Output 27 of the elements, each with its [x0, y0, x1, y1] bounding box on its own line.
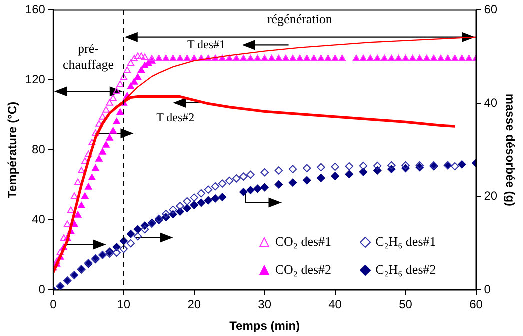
y2-tick-label: 60	[484, 2, 498, 17]
y2-tick-label: 20	[484, 189, 498, 204]
y-tick-label: 120	[25, 72, 46, 87]
y-tick-label: 0	[38, 282, 46, 297]
legend-label: C₂H₆ des#2	[376, 262, 436, 278]
y-tick-label: 160	[25, 2, 46, 17]
x-tick-label: 20	[188, 298, 202, 312]
annotation: régénération	[267, 12, 333, 27]
annotation: pré-chauffage	[63, 41, 114, 72]
legend-label: CO₂ des#1	[275, 234, 332, 250]
y-tick-label: 80	[32, 142, 46, 157]
x-tick-label: 60	[470, 298, 484, 312]
x-tick-label: 50	[399, 298, 413, 312]
x-tick-label: 10	[117, 298, 131, 312]
x-tick-label: 30	[258, 298, 272, 312]
legend-label: C₂H₆ des#1	[376, 234, 436, 250]
x-axis-title: Temps (min)	[230, 319, 300, 334]
y-axis-title: Température (°C)	[6, 102, 20, 198]
x-tick-label: 0	[50, 298, 58, 312]
y2-tick-label: 40	[484, 96, 498, 110]
y2-axis-title: masse désorbée (g)	[503, 94, 518, 207]
legend-label: CO₂ des#2	[275, 262, 332, 278]
x-tick-label: 40	[328, 298, 342, 312]
annotation: T des#1	[187, 37, 226, 52]
y-tick-label: 40	[32, 212, 46, 227]
annotation: T des#2	[156, 110, 195, 125]
y2-tick-label: 0	[484, 282, 492, 297]
